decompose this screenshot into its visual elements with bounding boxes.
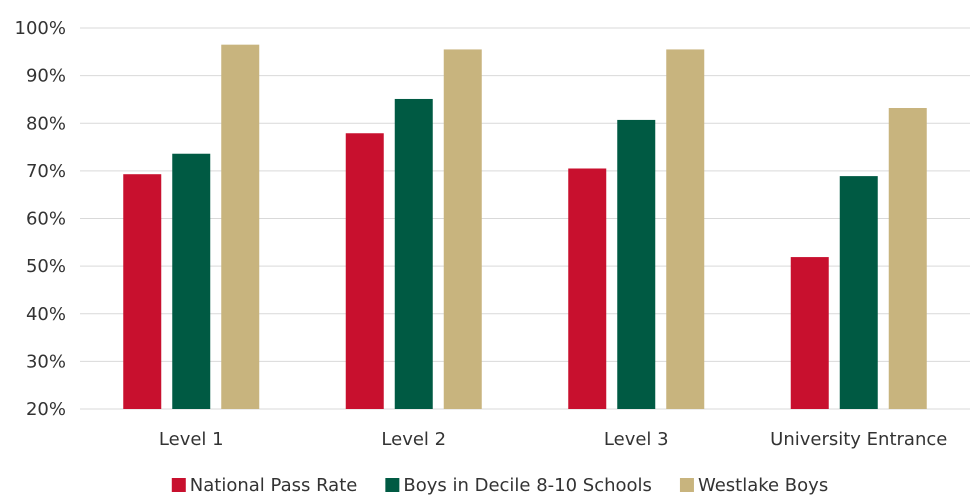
y-tick-label: 100%	[15, 18, 66, 39]
bar-boys-in-decile-8-10-schools-level-1	[172, 153, 211, 409]
legend-label: National Pass Rate	[190, 475, 358, 496]
legend-swatch	[679, 478, 694, 492]
bar-national-pass-rate-university-entrance	[790, 257, 829, 409]
bar-westlake-boys-university-entrance	[888, 108, 927, 409]
bar-boys-in-decile-8-10-schools-university-entrance	[839, 176, 878, 409]
y-tick-label: 80%	[26, 113, 66, 134]
y-tick-label: 40%	[26, 304, 66, 325]
bar-boys-in-decile-8-10-schools-level-2	[394, 98, 433, 410]
y-tick-label: 50%	[26, 256, 66, 277]
legend-item: Boys in Decile 8-10 Schools	[385, 475, 652, 496]
legend: National Pass Rate Boys in Decile 8-10 Sc…	[171, 475, 828, 496]
bar-boys-in-decile-8-10-schools-level-3	[617, 119, 656, 409]
category-label: Level 3	[604, 429, 669, 450]
legend-label: Westlake Boys	[698, 475, 828, 496]
y-tick-label: 20%	[26, 399, 66, 420]
bar-national-pass-rate-level-3	[568, 168, 607, 409]
y-tick-label: 90%	[26, 66, 66, 87]
category-labels: Level 1 Level 2 Level 3 University Entrance	[159, 429, 947, 450]
legend-item: Westlake Boys	[679, 475, 828, 496]
y-tick-label: 70%	[26, 161, 66, 182]
category-label: University Entrance	[770, 429, 947, 450]
category-label: Level 2	[381, 429, 446, 450]
category-label: Level 1	[159, 429, 224, 450]
y-tick-label: 30%	[26, 351, 66, 372]
gridlines	[80, 27, 970, 410]
bar-national-pass-rate-level-1	[123, 174, 162, 409]
legend-item: National Pass Rate	[171, 475, 358, 496]
bar-national-pass-rate-level-2	[345, 133, 384, 409]
bars	[123, 44, 927, 410]
y-tick-label: 60%	[26, 209, 66, 230]
bar-westlake-boys-level-2	[443, 49, 482, 410]
legend-swatch	[171, 478, 186, 492]
y-axis-tick-labels: 20% 30% 40% 50% 60% 70% 80% 90% 100%	[15, 18, 66, 420]
bar-westlake-boys-level-3	[666, 49, 705, 410]
legend-swatch	[385, 478, 400, 492]
legend-label: Boys in Decile 8-10 Schools	[403, 475, 652, 496]
bar-westlake-boys-level-1	[221, 44, 260, 409]
